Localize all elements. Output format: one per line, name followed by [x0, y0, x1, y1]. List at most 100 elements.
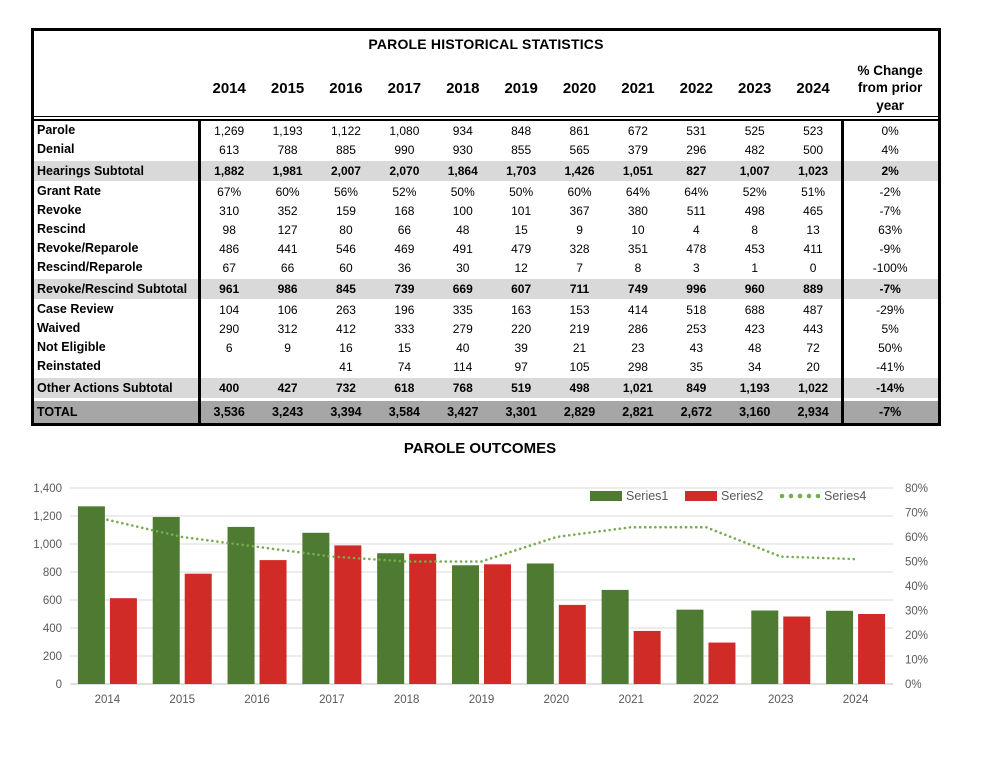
x-axis-label-2017: 2017 [319, 694, 345, 706]
cell-2019: 50% [509, 184, 534, 199]
cell-2016: 885 [335, 142, 356, 157]
cell-pct-change: -7% [879, 203, 901, 218]
cell-2018: 48 [456, 222, 470, 237]
table-row-waived: Waived 290 312 412 333 279 220 219 286 253 423 443 5… [34, 319, 938, 338]
cell-2014: 3,536 [213, 404, 245, 419]
cell-2023: 48 [748, 340, 762, 355]
cell-2016: 56% [333, 184, 358, 199]
cell-2021: 414 [627, 302, 648, 317]
legend-dot [779, 493, 785, 499]
cell-2014: 1,269 [214, 123, 245, 138]
cell-2017: 66 [397, 222, 412, 237]
cell-2023: 34 [748, 359, 762, 374]
cell-2021: 2,821 [622, 404, 654, 419]
cell-2019: 479 [511, 241, 532, 256]
cell-pct-change: -41% [876, 359, 905, 374]
cell-2017: 196 [394, 302, 415, 317]
cell-2023: 1 [751, 260, 759, 275]
cell-pct-change: 4% [881, 142, 899, 157]
cell-2016: 412 [335, 321, 356, 336]
cell-2017: 15 [397, 340, 412, 355]
right-axis-tick: 70% [905, 508, 928, 520]
cell-2022: 35 [689, 359, 703, 374]
legend-label-series2: Series2 [721, 489, 763, 503]
cell-2023: 52% [742, 184, 767, 199]
year-header-2016: 2016 [329, 79, 363, 97]
cell-2020: 1,426 [564, 164, 595, 178]
bar-series1-2018 [377, 553, 405, 684]
legend-dot [806, 493, 812, 499]
row-label: TOTAL [37, 404, 78, 419]
parole-historical-statistics-table: PAROLE HISTORICAL STATISTICS 2014 2015 201… [31, 28, 941, 426]
cell-2019: 848 [511, 123, 532, 138]
pct-column-divider [841, 121, 844, 423]
bar-series1-2021 [601, 589, 629, 684]
cell-2016: 1,122 [330, 123, 361, 138]
cell-2019: 855 [511, 142, 532, 157]
cell-2021: 380 [627, 203, 648, 218]
year-header-2018: 2018 [446, 79, 480, 97]
row-label: Revoke [37, 203, 82, 218]
row-label: Reinstated [37, 359, 101, 374]
cell-2023: 960 [744, 282, 765, 296]
bar-series2-2018 [409, 553, 437, 684]
cell-2021: 1,051 [622, 164, 653, 178]
table-title: PAROLE HISTORICAL STATISTICS [368, 36, 604, 52]
cell-2018: 3,427 [447, 404, 479, 419]
cell-2024: 411 [803, 241, 823, 256]
cell-2020: 2,829 [563, 404, 596, 419]
cell-2020: 60% [567, 184, 592, 199]
year-header-2014: 2014 [212, 79, 246, 97]
cell-2018: 50% [450, 184, 475, 199]
cell-2021: 64% [625, 184, 650, 199]
cell-2024: 1,022 [798, 381, 829, 395]
cell-2019: 39 [514, 340, 528, 355]
table-row-revoke-reparole: Revoke/Reparole 486 441 546 469 491 479 328 351 4… [34, 239, 938, 258]
pct-change-header: % Change from prior year [857, 62, 923, 113]
cell-2014: 1,882 [214, 164, 245, 178]
cell-2018: 335 [452, 302, 473, 317]
left-axis-tick: 1,200 [33, 511, 62, 523]
cell-2023: 1,007 [739, 164, 770, 178]
x-axis-label-2015: 2015 [169, 694, 195, 706]
cell-pct-change: -7% [879, 282, 901, 296]
bar-series2-2020 [558, 604, 586, 684]
cell-2017: 3,584 [388, 404, 420, 419]
year-header-2023: 2023 [738, 79, 772, 97]
cell-2023: 688 [744, 302, 765, 317]
table-header-row: 2014 2015 2016 2017 2018 2019 2020 2021 2022 2023… [34, 60, 938, 117]
bar-series2-2021 [633, 630, 661, 684]
cell-2016: 2,007 [330, 164, 361, 178]
cell-2024: 465 [803, 203, 824, 218]
table-row-revoke-rescind-subtotal: Revoke/Rescind Subtotal 961 986 845 739 669 60… [34, 277, 938, 300]
right-axis-tick: 40% [905, 581, 928, 593]
cell-2018: 930 [452, 142, 473, 157]
x-axis-label-2022: 2022 [693, 694, 719, 706]
left-axis-tick: 400 [43, 623, 62, 635]
right-axis-tick: 30% [905, 606, 928, 618]
cell-2022: 827 [686, 164, 707, 178]
cell-2023: 423 [744, 321, 765, 336]
cell-2017: 2,070 [389, 164, 420, 178]
cell-2019: 97 [514, 359, 528, 374]
cell-2017: 1,080 [389, 123, 420, 138]
cell-2020: 21 [572, 340, 587, 355]
cell-2021: 286 [627, 321, 648, 336]
bar-series2-2024 [858, 614, 886, 684]
bar-series1-2015 [152, 516, 180, 684]
right-axis-tick: 20% [905, 630, 928, 642]
right-axis-tick: 80% [905, 483, 928, 495]
cell-2021: 379 [627, 142, 648, 157]
cell-2016: 546 [335, 241, 356, 256]
cell-2019: 519 [511, 381, 532, 395]
table-row-reinstated: Reinstated 41 74 114 97 105 298 35 34 20 -41% [34, 357, 938, 376]
cell-2014: 98 [222, 222, 236, 237]
cell-2019: 220 [511, 321, 532, 336]
cell-2020: 565 [569, 142, 590, 157]
bar-series1-2016 [227, 526, 255, 684]
legend-swatch-series1 [590, 491, 622, 501]
right-axis-tick: 50% [905, 557, 928, 569]
cell-2018: 279 [452, 321, 473, 336]
row-label: Denial [37, 142, 75, 157]
